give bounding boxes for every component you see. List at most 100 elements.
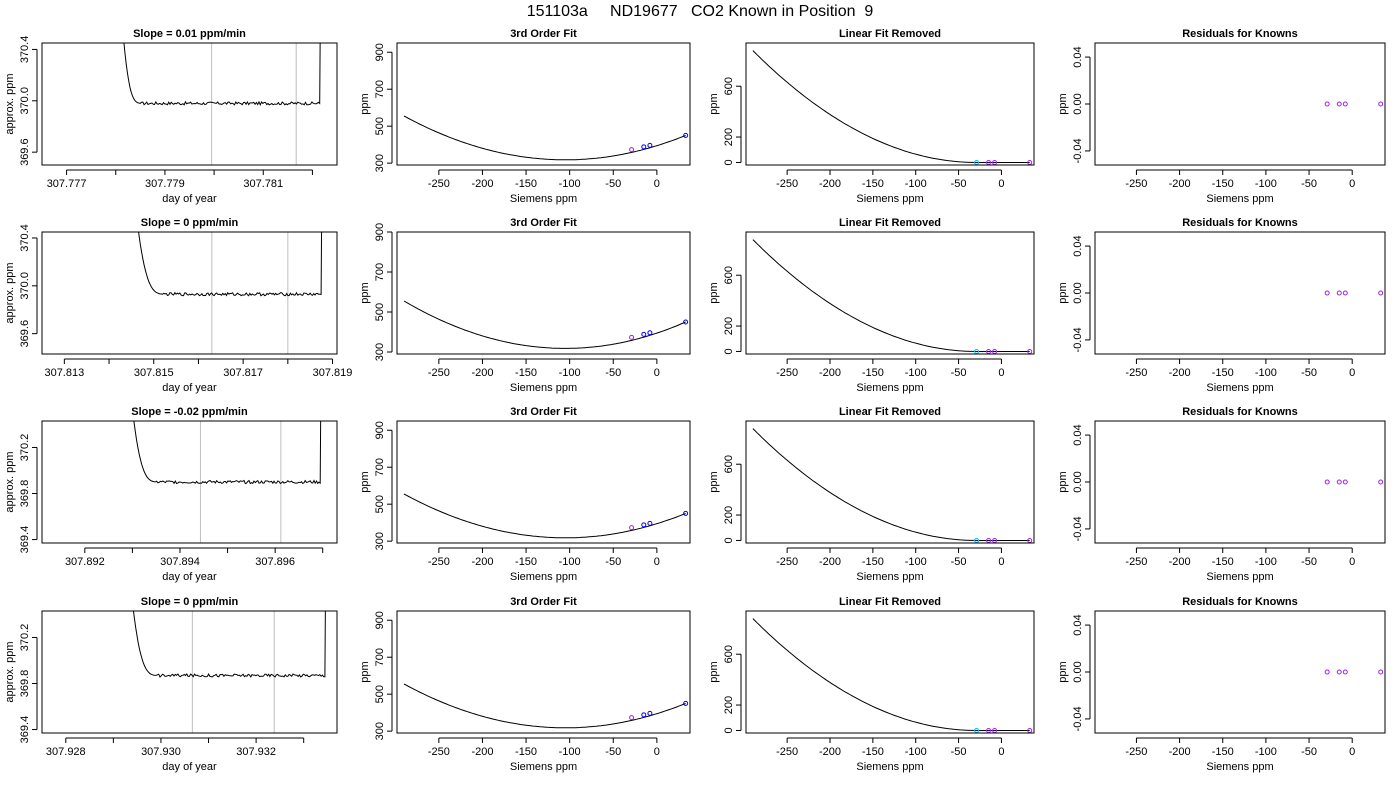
y-axis-label: approx. ppm bbox=[4, 262, 16, 323]
panel-residuals-1: Residuals for Knowns -250 -200 -150 -100 -50 0… bbox=[1057, 28, 1386, 205]
plot-frame bbox=[41, 231, 338, 355]
known-point bbox=[641, 522, 647, 528]
data-trace bbox=[132, 611, 326, 678]
x-axis-label: Siemens ppm bbox=[510, 761, 577, 773]
x-tick-label: 0 bbox=[998, 367, 1004, 379]
x-tick-label: -50 bbox=[951, 367, 967, 379]
plot-frame bbox=[41, 610, 338, 734]
x-tick-label: 0 bbox=[1349, 556, 1355, 568]
y-tick-label: 0.00 bbox=[1072, 282, 1084, 303]
x-tick-label: 307.779 bbox=[145, 178, 185, 190]
y-tick-label: 369.6 bbox=[19, 320, 31, 348]
x-tick-label: 0 bbox=[1349, 746, 1355, 758]
panel-title: Slope = 0 ppm/min bbox=[141, 217, 239, 229]
x-tick-label: -250 bbox=[1125, 746, 1147, 758]
x-tick-label: 0 bbox=[998, 178, 1004, 190]
x-axis-label: day of year bbox=[162, 571, 217, 583]
plot-frame bbox=[396, 610, 691, 734]
x-tick-label: 307.894 bbox=[160, 556, 200, 568]
plot-area bbox=[752, 50, 1033, 165]
x-axis-label: day of year bbox=[162, 382, 217, 394]
residual-point bbox=[1324, 669, 1330, 675]
known-point bbox=[647, 142, 653, 148]
x-tick-label: -250 bbox=[428, 556, 450, 568]
y-axis-label: ppm bbox=[359, 93, 371, 114]
y-axis-label: approx. ppm bbox=[4, 641, 16, 702]
x-tick-label: -100 bbox=[1255, 556, 1277, 568]
y-tick-label: -0.04 bbox=[1072, 516, 1084, 541]
y-axis-label: ppm bbox=[1057, 471, 1069, 492]
known-point bbox=[992, 348, 998, 354]
y-tick-label: 600 bbox=[723, 455, 735, 473]
x-tick-label: -150 bbox=[1212, 746, 1234, 758]
panel-removed-1: Linear Fit Removed -250 -200 -150 -100 -50 0 Si… bbox=[708, 28, 1035, 205]
plot-frame bbox=[396, 231, 691, 355]
plot-area bbox=[138, 232, 323, 354]
plot-area bbox=[1324, 101, 1384, 107]
residual-curve bbox=[752, 428, 1030, 541]
y-tick-label: 300 bbox=[374, 722, 386, 740]
x-tick-label: 307.932 bbox=[236, 746, 276, 758]
known-point bbox=[974, 348, 980, 354]
x-tick-label: -50 bbox=[951, 746, 967, 758]
known-point bbox=[641, 331, 647, 337]
x-tick-label: -50 bbox=[951, 178, 967, 190]
y-axis-label: ppm bbox=[359, 661, 371, 682]
x-tick-label: -200 bbox=[819, 178, 841, 190]
x-tick-label: -250 bbox=[428, 178, 450, 190]
plot-area bbox=[752, 239, 1033, 354]
y-tick-label: 500 bbox=[374, 495, 386, 513]
known-point bbox=[974, 727, 980, 733]
known-point bbox=[974, 159, 980, 165]
panel-title: Residuals for Knowns bbox=[1182, 28, 1298, 40]
x-axis-label: Siemens ppm bbox=[1206, 761, 1273, 773]
y-tick-label: 370.0 bbox=[19, 87, 31, 115]
known-point bbox=[986, 159, 992, 165]
known-point bbox=[992, 537, 998, 543]
known-point bbox=[683, 132, 689, 138]
y-axis-label: approx. ppm bbox=[4, 73, 16, 134]
y-tick-label: 700 bbox=[374, 648, 386, 666]
x-tick-label: -200 bbox=[1169, 746, 1191, 758]
panel-title: Residuals for Knowns bbox=[1182, 596, 1298, 608]
y-axis-label: ppm bbox=[1057, 282, 1069, 303]
y-tick-label: 370.2 bbox=[19, 624, 31, 652]
y-tick-label: 700 bbox=[374, 80, 386, 98]
panel-title: Linear Fit Removed bbox=[839, 406, 941, 418]
x-tick-label: -250 bbox=[776, 746, 798, 758]
y-tick-label: 900 bbox=[374, 223, 386, 241]
x-axis-label: Siemens ppm bbox=[1206, 193, 1273, 205]
x-tick-label: -150 bbox=[515, 746, 537, 758]
known-point bbox=[629, 147, 635, 153]
x-tick-label: 307.815 bbox=[134, 367, 174, 379]
y-tick-label: 0.04 bbox=[1072, 46, 1084, 67]
x-tick-label: 307.819 bbox=[313, 367, 353, 379]
x-tick-label: -50 bbox=[1301, 367, 1317, 379]
y-tick-label: 900 bbox=[374, 611, 386, 629]
panel-fit-4: 3rd Order Fit -250 -200 -150 -100 -50 0 Siemens… bbox=[359, 596, 691, 773]
known-point bbox=[992, 159, 998, 165]
x-tick-label: -50 bbox=[605, 367, 621, 379]
panel-fit-1: 3rd Order Fit -250 -200 -150 -100 -50 0 Siemens… bbox=[359, 28, 691, 205]
x-tick-label: -250 bbox=[776, 556, 798, 568]
y-tick-label: 0.04 bbox=[1072, 235, 1084, 256]
y-axis-label: ppm bbox=[359, 282, 371, 303]
y-tick-label: -0.04 bbox=[1072, 327, 1084, 352]
panel-title: Linear Fit Removed bbox=[839, 28, 941, 40]
residual-curve bbox=[752, 239, 1030, 352]
y-tick-label: 0 bbox=[723, 159, 735, 165]
known-point bbox=[1027, 727, 1033, 733]
x-tick-label: -200 bbox=[1169, 556, 1191, 568]
x-tick-label: -150 bbox=[1212, 556, 1234, 568]
x-tick-label: -50 bbox=[951, 556, 967, 568]
panel-title: Slope = 0.01 ppm/min bbox=[133, 28, 246, 40]
x-axis-label: Siemens ppm bbox=[1206, 571, 1273, 583]
y-tick-label: 0 bbox=[723, 348, 735, 354]
x-tick-label: -150 bbox=[515, 367, 537, 379]
x-tick-label: -200 bbox=[819, 746, 841, 758]
known-point bbox=[629, 715, 635, 721]
x-tick-label: -250 bbox=[428, 367, 450, 379]
plot-frame bbox=[1094, 420, 1386, 544]
x-tick-label: -100 bbox=[905, 746, 927, 758]
y-axis-label: ppm bbox=[1057, 661, 1069, 682]
